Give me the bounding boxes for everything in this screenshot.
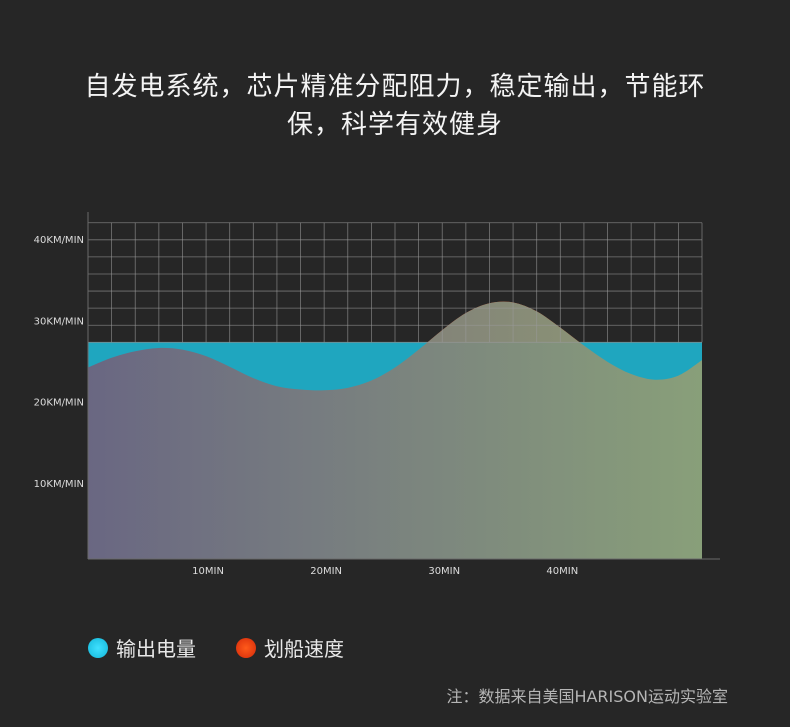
legend-item-power: 输出电量 (88, 633, 196, 662)
speed-power-chart: 10KM/MIN 20KM/MIN 30KM/MIN 40KM/MIN 10MIN 20M… (34, 212, 720, 577)
headline-line-2: 保，科学有效健身 (286, 110, 503, 140)
x-tick-label: 40MIN (546, 566, 578, 577)
legend: 输出电量 划船速度 (88, 633, 384, 662)
y-tick-label: 40KM/MIN (34, 235, 84, 246)
y-tick-label: 20KM/MIN (34, 398, 84, 409)
rowing-speed-area (88, 301, 702, 559)
headline-line-1: 自发电系统，芯片精准分配阻力，稳定输出，节能环 (84, 72, 706, 102)
source-note: 注：数据来自美国HARISON运动实验室 (446, 687, 728, 706)
x-tick-label: 20MIN (310, 566, 342, 577)
headline: 自发电系统，芯片精准分配阻力，稳定输出，节能环 保，科学有效健身 (0, 68, 790, 144)
power-dot-icon (88, 637, 108, 658)
speed-dot-icon (236, 637, 256, 658)
legend-item-speed: 划船速度 (236, 633, 344, 662)
x-tick-label: 30MIN (428, 566, 460, 577)
x-tick-label: 10MIN (192, 566, 224, 577)
y-tick-label: 10KM/MIN (34, 479, 84, 490)
legend-label-speed: 划船速度 (264, 637, 344, 661)
y-tick-label: 30KM/MIN (34, 316, 84, 327)
legend-label-power: 输出电量 (116, 637, 196, 661)
